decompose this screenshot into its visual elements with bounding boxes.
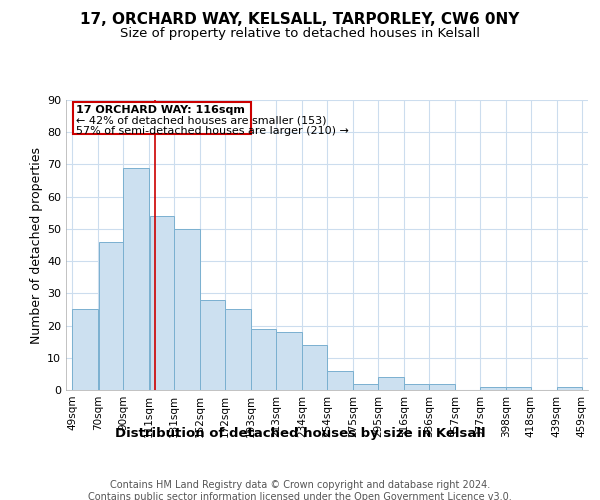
Text: Contains public sector information licensed under the Open Government Licence v3: Contains public sector information licen… [88, 492, 512, 500]
Bar [302, 345, 327, 390]
Bar [175, 229, 200, 390]
Bar [73, 102, 251, 134]
Text: ← 42% of detached houses are smaller (153): ← 42% of detached houses are smaller (15… [76, 116, 326, 126]
Bar [429, 384, 455, 390]
Bar [124, 168, 149, 390]
Bar [378, 377, 404, 390]
Bar [200, 300, 225, 390]
Bar [149, 216, 174, 390]
Text: 57% of semi-detached houses are larger (210) →: 57% of semi-detached houses are larger (… [76, 126, 349, 136]
Bar [404, 384, 428, 390]
Bar [506, 387, 530, 390]
Bar [251, 329, 276, 390]
Text: Size of property relative to detached houses in Kelsall: Size of property relative to detached ho… [120, 28, 480, 40]
Bar [353, 384, 378, 390]
Text: Distribution of detached houses by size in Kelsall: Distribution of detached houses by size … [115, 428, 485, 440]
Y-axis label: Number of detached properties: Number of detached properties [30, 146, 43, 344]
Bar [73, 310, 98, 390]
Bar [98, 242, 123, 390]
Bar [327, 370, 353, 390]
Bar [557, 387, 581, 390]
Bar [277, 332, 302, 390]
Bar [480, 387, 506, 390]
Text: 17 ORCHARD WAY: 116sqm: 17 ORCHARD WAY: 116sqm [76, 105, 245, 115]
Text: Contains HM Land Registry data © Crown copyright and database right 2024.: Contains HM Land Registry data © Crown c… [110, 480, 490, 490]
Text: 17, ORCHARD WAY, KELSALL, TARPORLEY, CW6 0NY: 17, ORCHARD WAY, KELSALL, TARPORLEY, CW6… [80, 12, 520, 28]
Bar [226, 310, 251, 390]
